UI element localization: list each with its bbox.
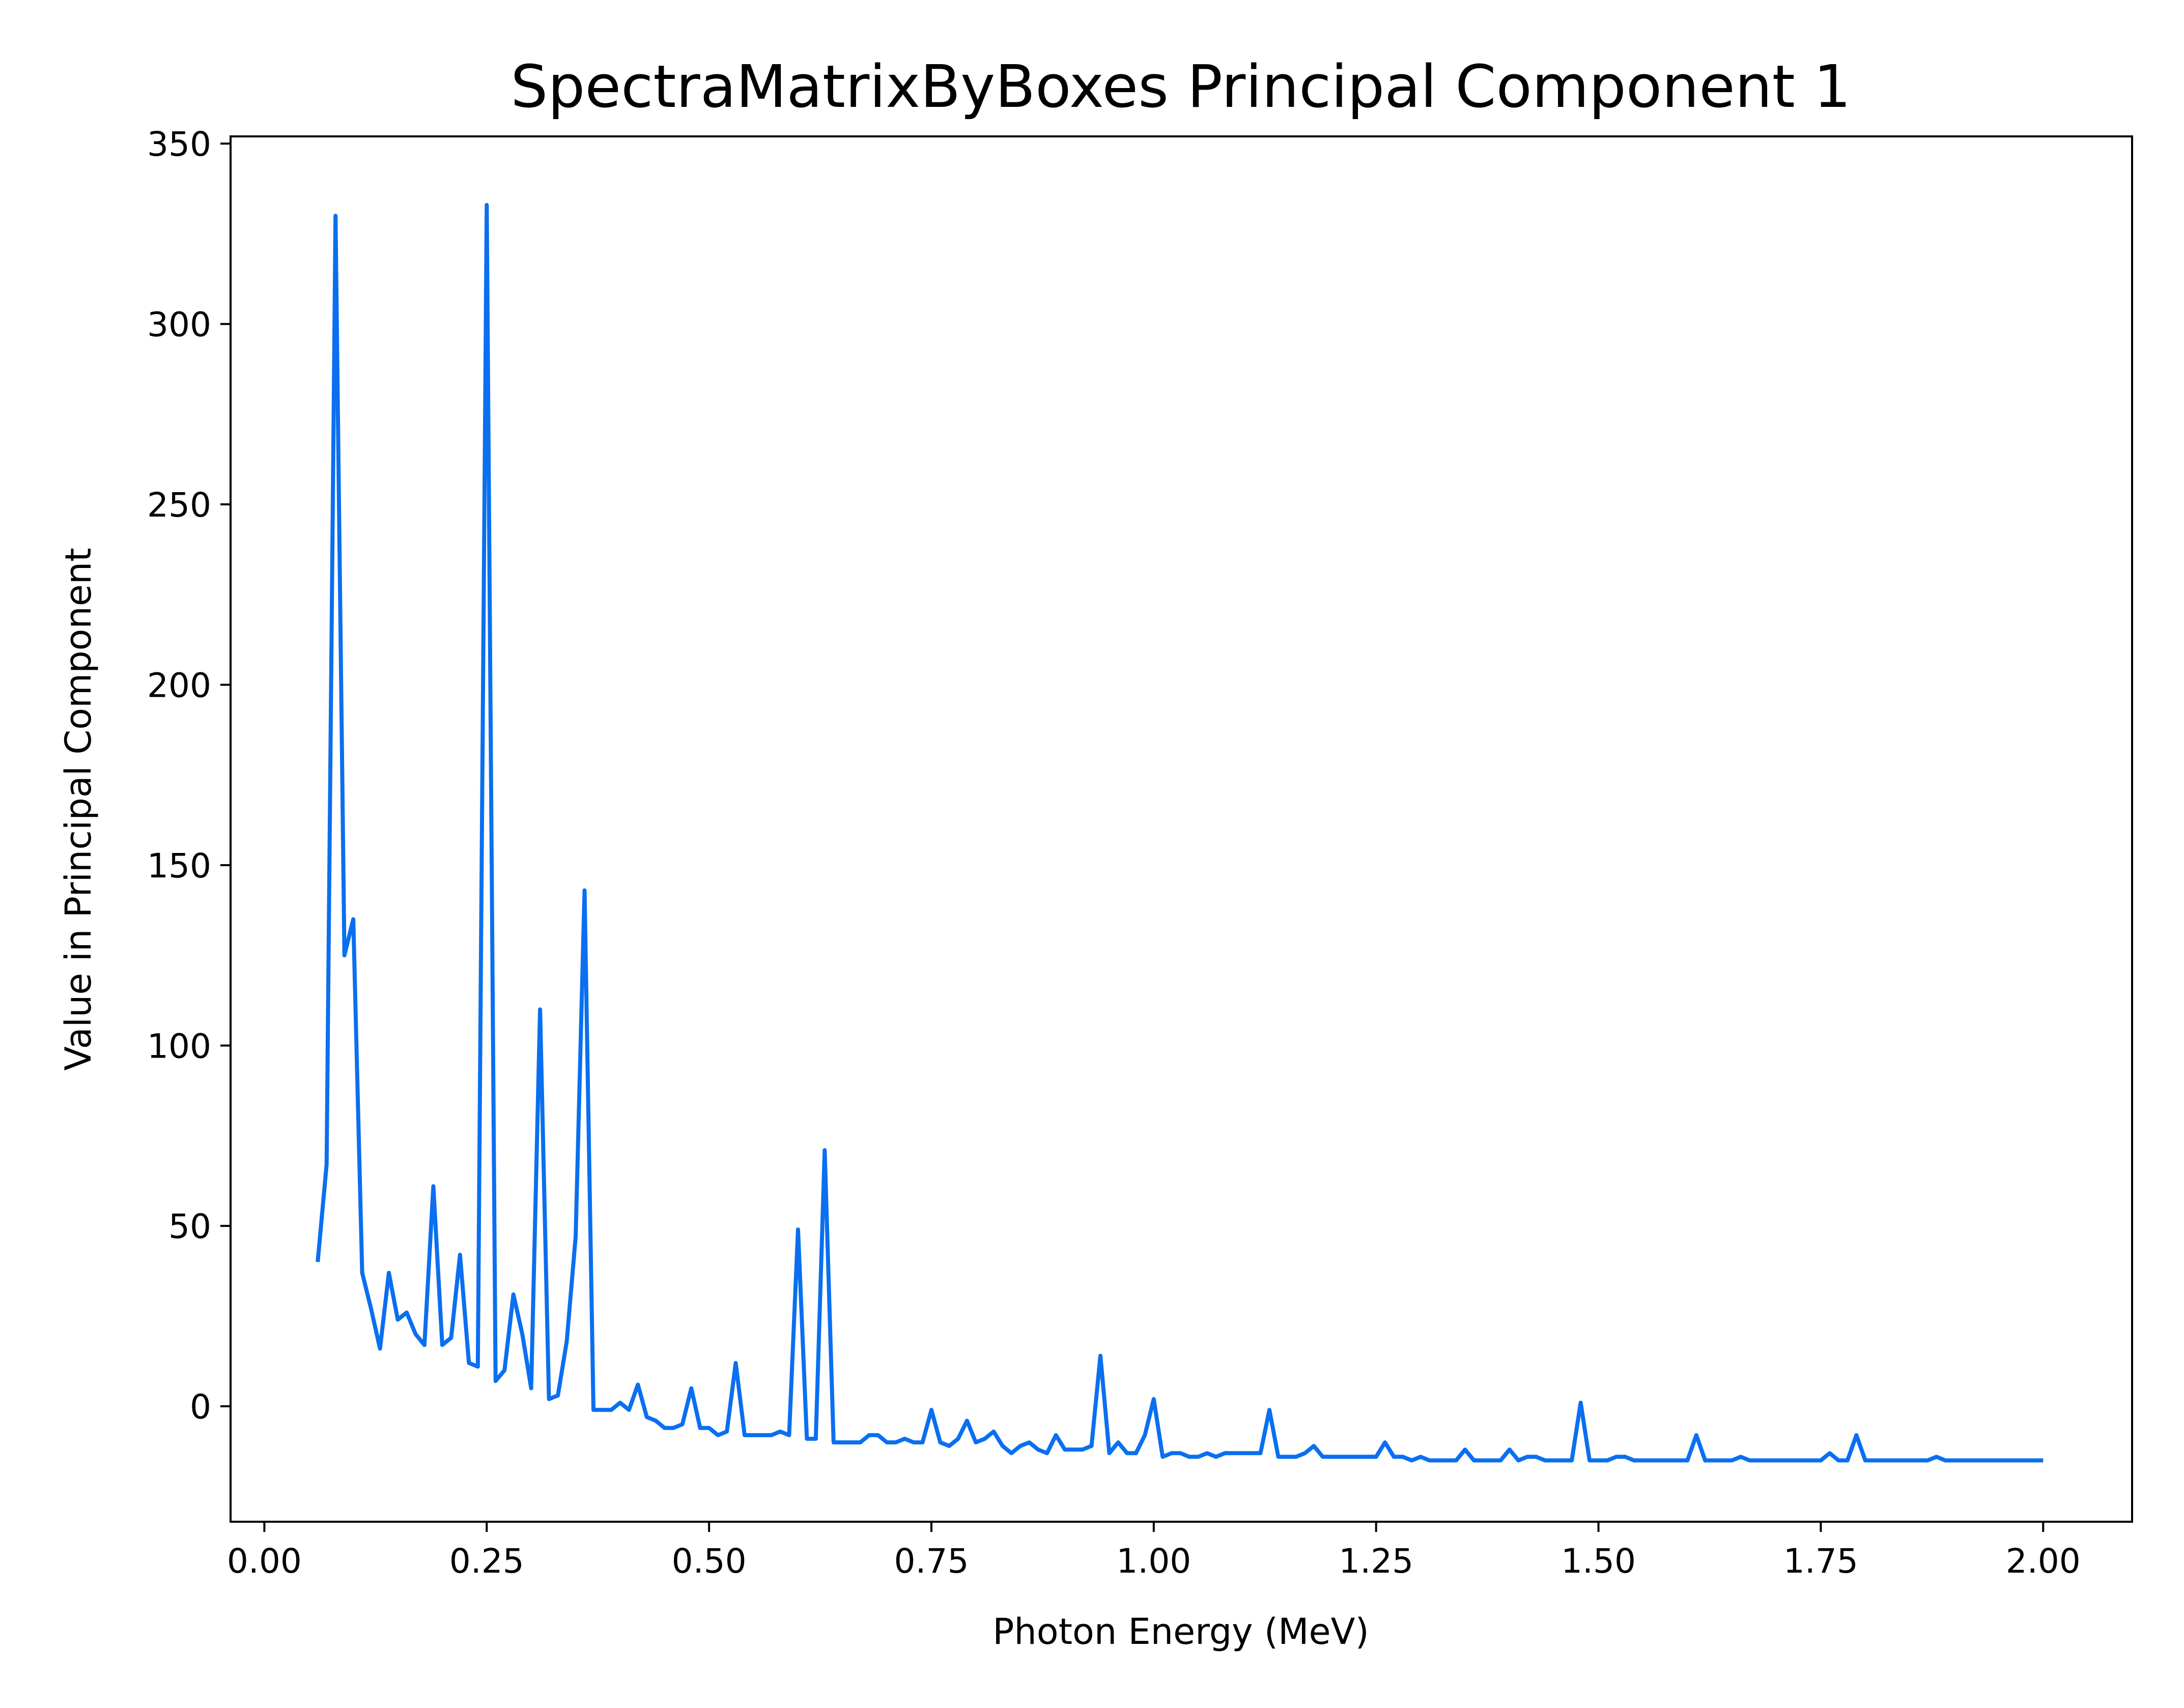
x-tick-label: 1.75 xyxy=(1783,1542,1858,1581)
x-tick-label: 0.00 xyxy=(227,1542,302,1581)
y-axis-label: Value in Principal Component xyxy=(58,548,99,1070)
x-tick-label: 0.25 xyxy=(449,1542,524,1581)
y-tick-label: 0 xyxy=(190,1387,211,1427)
plot-frame xyxy=(230,135,2133,1523)
y-tick-label: 300 xyxy=(147,305,211,345)
plot-area: 0.00 0.25 0.50 0.75 1.00 1.25 1.50 1.75 2.00 0 50… xyxy=(147,125,2133,1581)
x-axis-label: Photon Energy (MeV) xyxy=(992,1611,1369,1653)
x-tick-label: 1.25 xyxy=(1339,1542,1413,1581)
chart-title: SpectraMatrixByBoxes Principal Component… xyxy=(510,53,1851,121)
x-tick-label: 0.75 xyxy=(894,1542,969,1581)
series-line-principal-component-1 xyxy=(316,203,2044,1463)
x-tick-label: 1.00 xyxy=(1116,1542,1191,1581)
x-axis: 0.00 0.25 0.50 0.75 1.00 1.25 1.50 1.75 2.00 xyxy=(227,1522,2081,1581)
y-tick-label: 150 xyxy=(147,846,211,886)
y-tick-label: 50 xyxy=(168,1207,211,1246)
y-tick-label: 350 xyxy=(147,125,211,164)
x-tick-label: 2.00 xyxy=(2006,1542,2081,1581)
y-axis: 0 50 100 150 200 250 300 350 xyxy=(147,125,231,1427)
x-tick-label: 0.50 xyxy=(672,1542,747,1581)
y-tick-label: 200 xyxy=(147,666,211,705)
y-tick-label: 250 xyxy=(147,486,211,525)
x-tick-label: 1.50 xyxy=(1561,1542,1636,1581)
y-tick-label: 100 xyxy=(147,1027,211,1066)
